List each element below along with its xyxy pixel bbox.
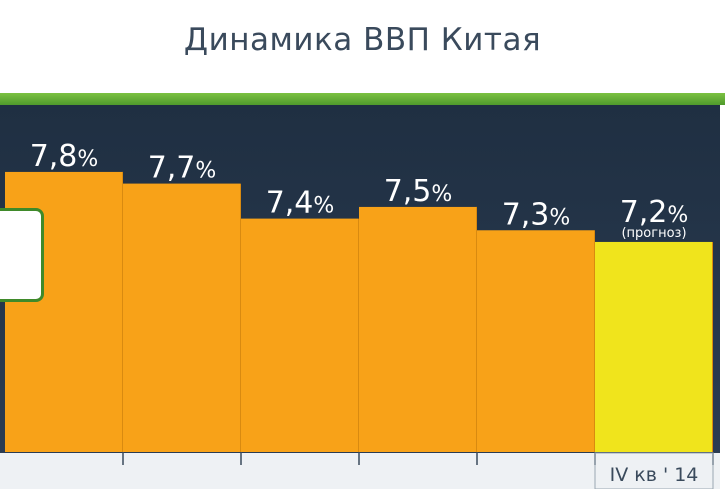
value-label: 7,8% (30, 139, 99, 174)
chart-title: Динамика ВВП Китая (183, 22, 542, 58)
value-label: 7,3% (502, 197, 571, 232)
highlight-box (594, 452, 714, 489)
category-label: IV кв ' 14 (610, 464, 699, 486)
x-axis-strip (0, 453, 720, 489)
bar (241, 218, 358, 452)
value-label: 7,2% (620, 195, 689, 230)
bar (123, 183, 240, 452)
bar (359, 206, 476, 452)
overlay-box (0, 208, 44, 302)
bar (477, 230, 594, 452)
value-label: 7,5% (384, 174, 453, 209)
green-divider (0, 93, 725, 105)
value-label: 7,7% (148, 151, 217, 186)
value-label: 7,4% (266, 186, 335, 221)
forecast-annotation: (прогноз) (621, 226, 686, 241)
bar (595, 241, 712, 452)
